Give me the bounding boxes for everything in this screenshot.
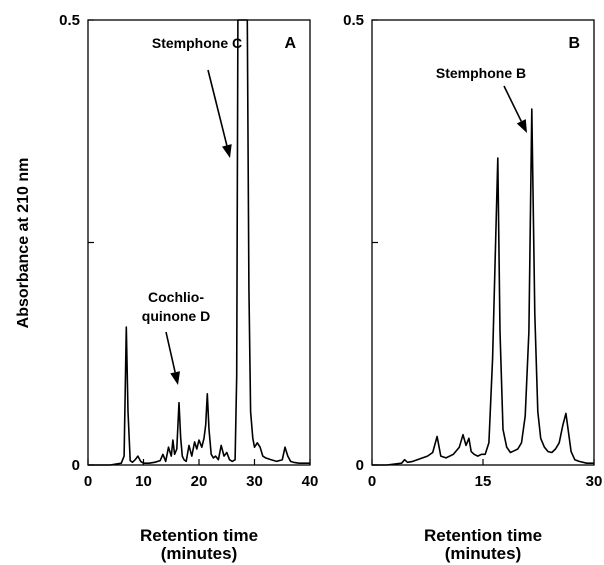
annotation-arrow-line: [503, 85, 523, 122]
chart-panel-a: 0 10 20 30 40 0 0.5 A Retention time(minutes) Ste…: [59, 12, 318, 563]
peak-annotation-label: Stemphone B: [436, 65, 526, 81]
x-tick-label: 30: [246, 473, 263, 490]
plot-frame: [371, 19, 595, 466]
x-axis-label: (minutes): [445, 544, 522, 563]
y-tick-label: 0.5: [343, 12, 364, 29]
y-tick-label: 0.5: [59, 12, 80, 29]
chromatogram-trace: [88, 19, 310, 466]
x-tick-label: 15: [475, 473, 492, 490]
x-axis-label: (minutes): [161, 544, 238, 563]
annotation-arrow-line: [207, 69, 228, 146]
peak-annotation-label: Stemphone C: [152, 35, 242, 51]
panel-label: A: [284, 35, 296, 52]
chromatogram-trace: [372, 108, 594, 466]
x-tick-label: 0: [84, 473, 92, 490]
annotation-arrow-head: [221, 144, 232, 158]
x-tick-label: 30: [586, 473, 603, 490]
annotation-arrow-head: [170, 371, 181, 385]
y-tick-label: 0: [72, 457, 80, 474]
x-axis-label: Retention time: [140, 526, 258, 545]
x-tick-label: 10: [135, 473, 152, 490]
chart-panel-b: 0 15 30 0 0.5 B Retention time(minutes) Stempho…: [343, 12, 602, 563]
annotation-arrow-head: [516, 119, 527, 133]
y-tick-label: 0: [356, 457, 364, 474]
x-tick-label: 20: [191, 473, 208, 490]
annotation-arrow-line: [165, 331, 176, 373]
plot-frame: [87, 19, 311, 466]
x-tick-label: 0: [368, 473, 376, 490]
peak-annotation-label: Cochlio-: [148, 289, 204, 305]
y-axis-label: Absorbance at 210 nm: [15, 158, 32, 329]
x-tick-label: 40: [302, 473, 319, 490]
peak-annotation-label: quinone D: [142, 308, 210, 324]
x-axis-label: Retention time: [424, 526, 542, 545]
panel-label: B: [568, 35, 580, 52]
